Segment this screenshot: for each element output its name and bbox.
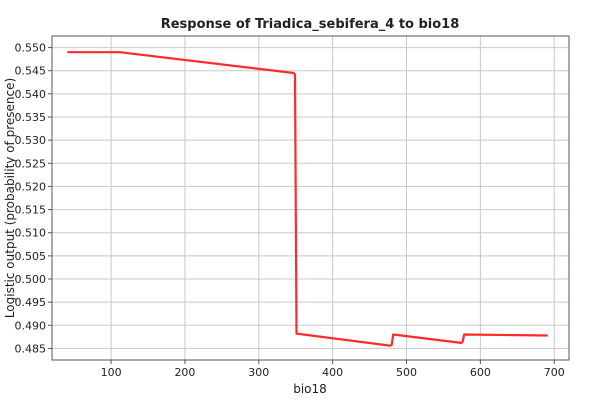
y-tick-label: 0.485 — [15, 342, 47, 355]
y-tick-label: 0.490 — [15, 319, 47, 332]
x-tick-label: 300 — [248, 366, 269, 379]
y-axis-title: Logistic output (probability of presence… — [3, 78, 17, 318]
y-tick-label: 0.525 — [15, 157, 47, 170]
y-tick-label: 0.495 — [15, 296, 47, 309]
x-tick-label: 400 — [322, 366, 343, 379]
x-tick-label: 700 — [544, 366, 565, 379]
axis-ticks: 100 200 300 400 500 600 700 0.485 0.490 0.495 0.50… — [15, 42, 565, 379]
series-layer — [67, 51, 548, 347]
series-line — [67, 51, 548, 347]
x-tick-label: 500 — [396, 366, 417, 379]
y-tick-label: 0.500 — [15, 273, 47, 286]
grid — [52, 36, 569, 360]
y-tick-label: 0.535 — [15, 111, 47, 124]
y-tick-label: 0.515 — [15, 204, 47, 217]
x-axis-title: bio18 — [293, 382, 327, 396]
y-tick-label: 0.505 — [15, 250, 47, 263]
y-tick-label: 0.545 — [15, 65, 47, 78]
y-tick-label: 0.550 — [15, 42, 47, 55]
y-tick-label: 0.530 — [15, 134, 47, 147]
x-tick-label: 600 — [470, 366, 491, 379]
plot-frame — [51, 35, 570, 361]
y-tick-label: 0.510 — [15, 227, 47, 240]
chart-title: Response of Triadica_sebifera_4 to bio18 — [161, 17, 460, 32]
y-tick-label: 0.520 — [15, 180, 47, 193]
x-tick-label: 100 — [101, 366, 122, 379]
x-tick-label: 200 — [174, 366, 195, 379]
y-tick-label: 0.540 — [15, 88, 47, 101]
